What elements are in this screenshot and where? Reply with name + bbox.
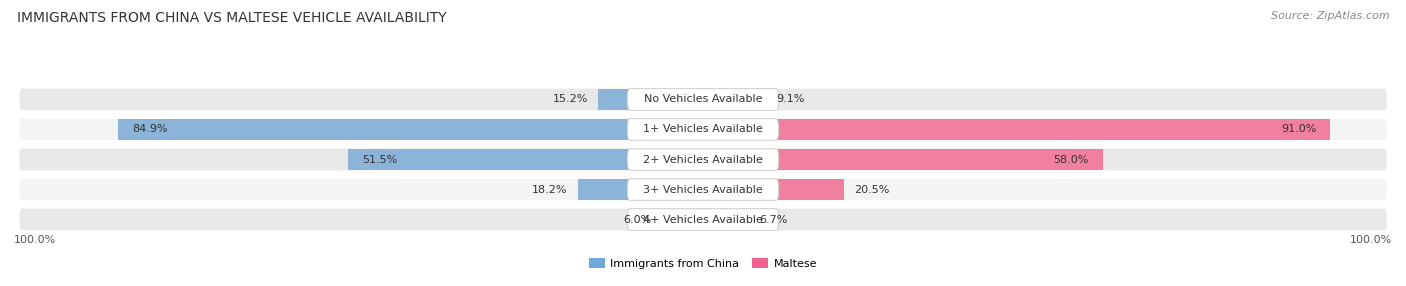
Text: 58.0%: 58.0% [1053,154,1088,164]
Text: 3+ Vehicles Available: 3+ Vehicles Available [643,184,763,194]
FancyBboxPatch shape [772,119,1330,140]
FancyBboxPatch shape [349,149,634,170]
Text: 91.0%: 91.0% [1281,124,1316,134]
Text: 9.1%: 9.1% [776,94,804,104]
FancyBboxPatch shape [599,89,634,110]
Text: Source: ZipAtlas.com: Source: ZipAtlas.com [1271,11,1389,21]
Text: 4+ Vehicles Available: 4+ Vehicles Available [643,214,763,225]
FancyBboxPatch shape [627,119,779,140]
FancyBboxPatch shape [17,147,1389,172]
Text: 6.7%: 6.7% [759,214,787,225]
FancyBboxPatch shape [17,207,1389,232]
Text: 20.5%: 20.5% [855,184,890,194]
Text: 18.2%: 18.2% [531,184,567,194]
Legend: Immigrants from China, Maltese: Immigrants from China, Maltese [589,259,817,269]
Text: 1+ Vehicles Available: 1+ Vehicles Available [643,124,763,134]
FancyBboxPatch shape [17,87,1389,112]
FancyBboxPatch shape [627,149,779,170]
Text: 6.0%: 6.0% [623,214,651,225]
Text: No Vehicles Available: No Vehicles Available [644,94,762,104]
FancyBboxPatch shape [118,119,634,140]
FancyBboxPatch shape [772,149,1102,170]
FancyBboxPatch shape [17,117,1389,142]
FancyBboxPatch shape [578,179,634,200]
Text: 84.9%: 84.9% [132,124,167,134]
Text: 100.0%: 100.0% [14,235,56,245]
FancyBboxPatch shape [627,89,779,110]
FancyBboxPatch shape [627,209,779,230]
Text: 100.0%: 100.0% [1350,235,1392,245]
FancyBboxPatch shape [772,179,844,200]
FancyBboxPatch shape [17,177,1389,202]
Text: 15.2%: 15.2% [553,94,588,104]
Text: 2+ Vehicles Available: 2+ Vehicles Available [643,154,763,164]
Text: 51.5%: 51.5% [361,154,398,164]
Text: IMMIGRANTS FROM CHINA VS MALTESE VEHICLE AVAILABILITY: IMMIGRANTS FROM CHINA VS MALTESE VEHICLE… [17,11,447,25]
FancyBboxPatch shape [627,179,779,200]
